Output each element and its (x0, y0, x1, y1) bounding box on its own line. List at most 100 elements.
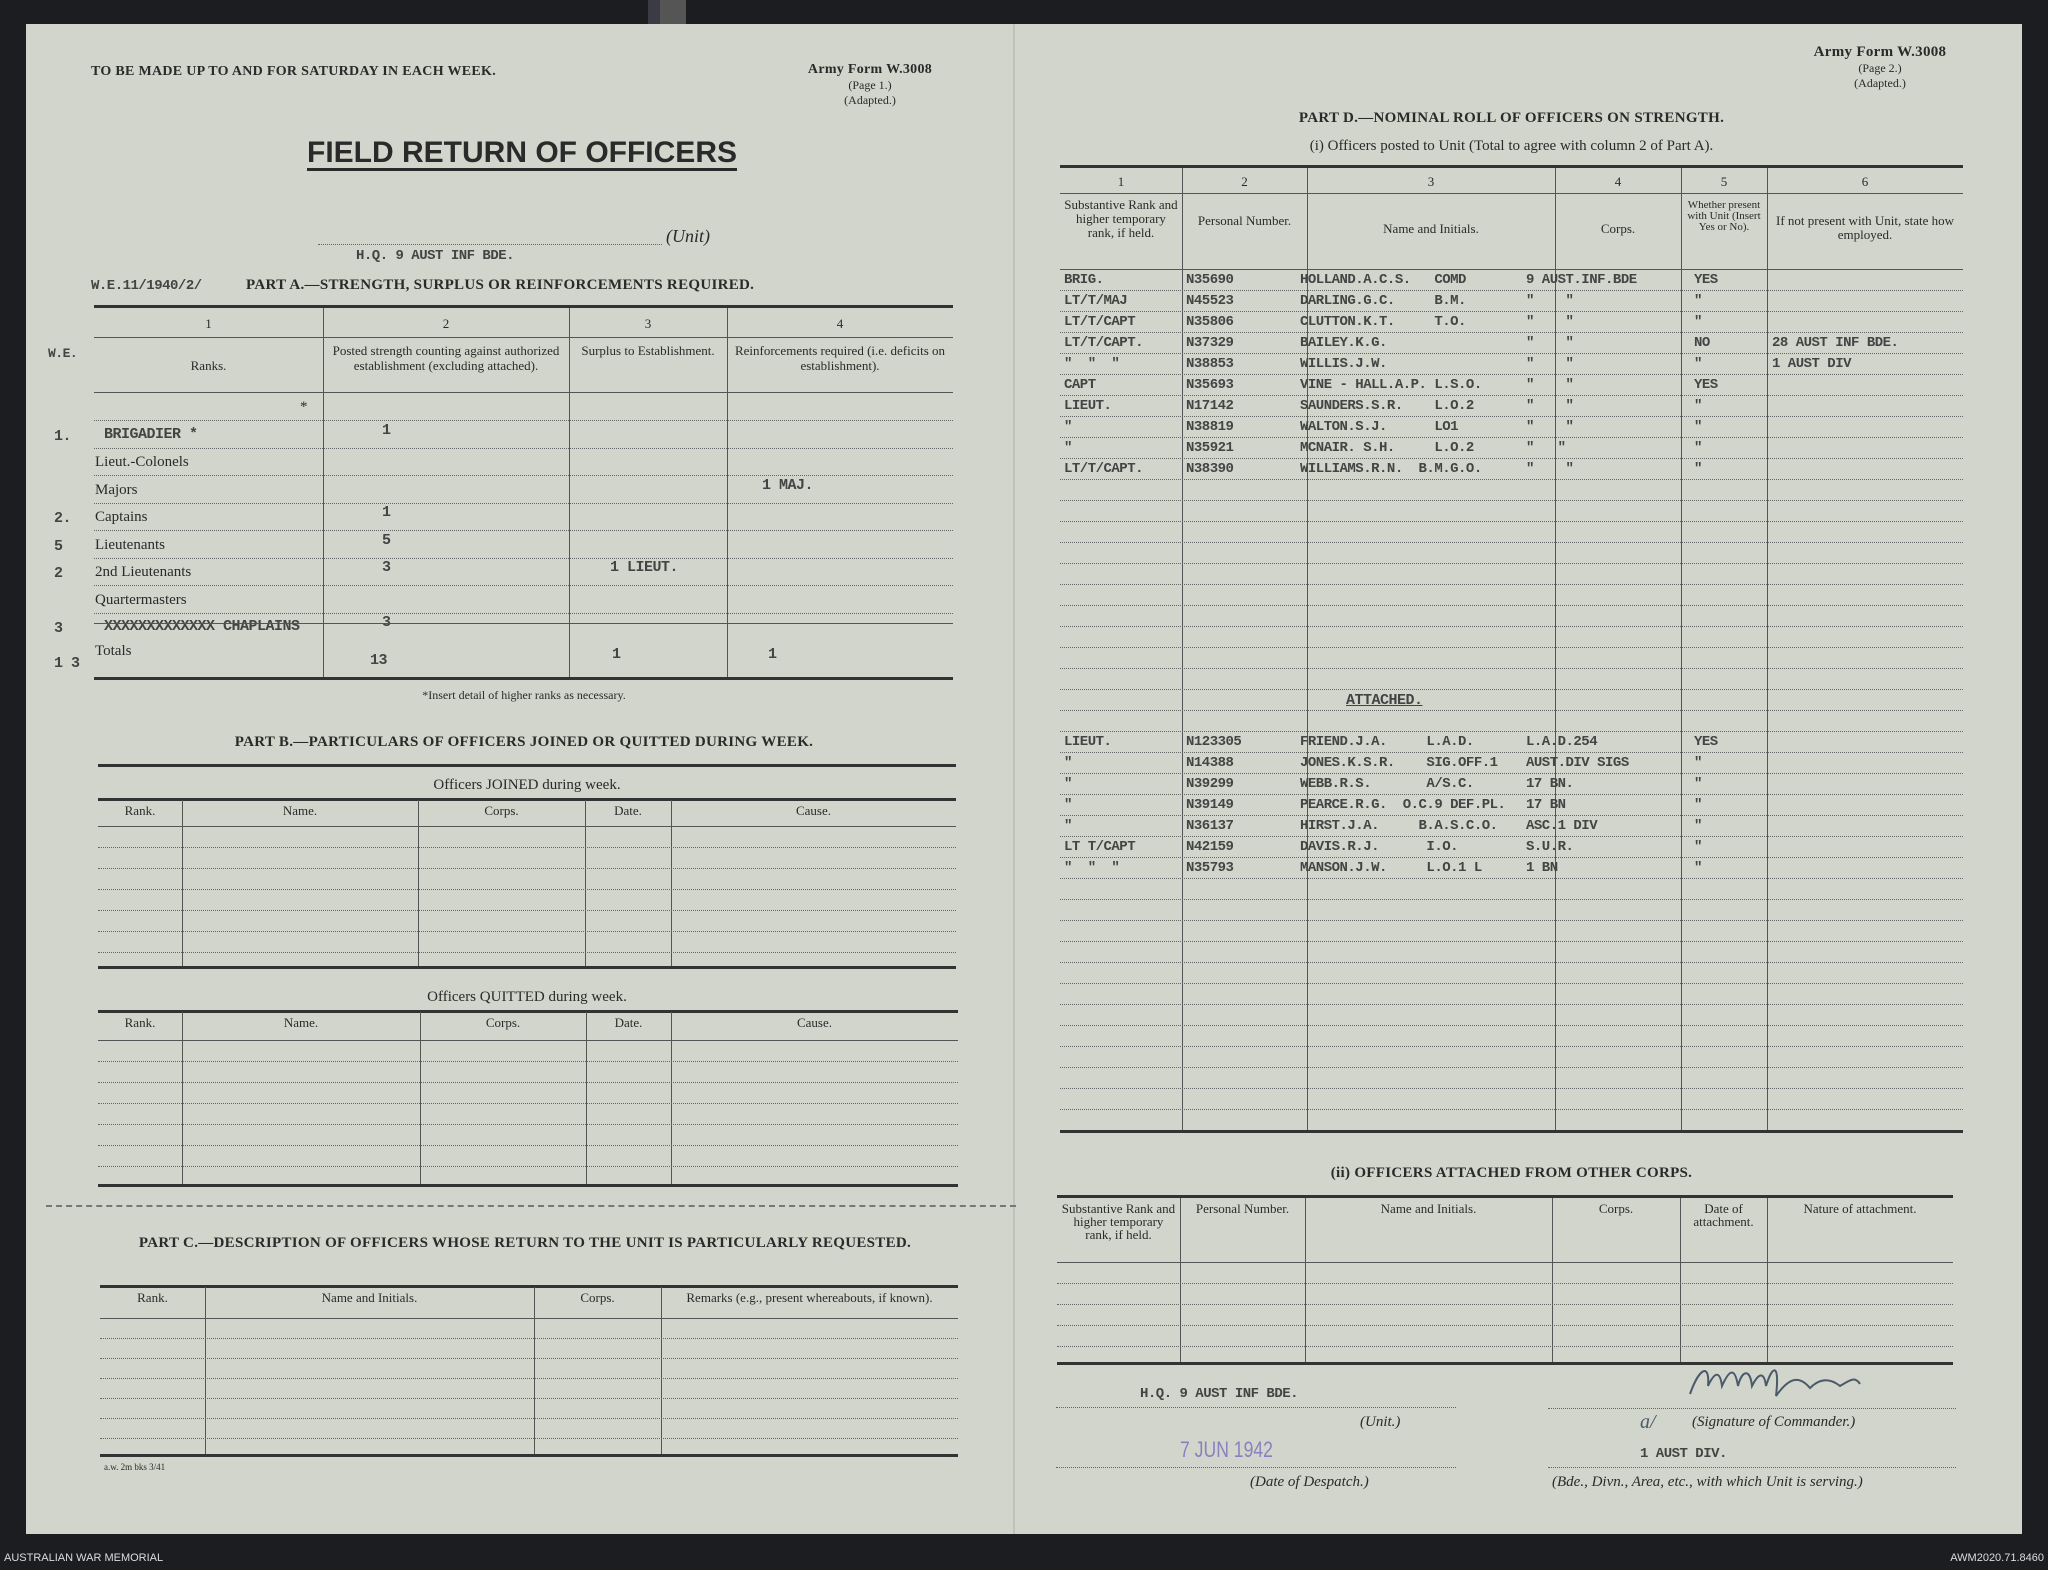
row-line (1057, 1346, 1953, 1347)
part-c-column-header: Corps. (580, 1290, 615, 1305)
part-c-column-header: Name and Initials. (321, 1290, 418, 1305)
date-line (1056, 1467, 1456, 1468)
quitted-column-header: Cause. (796, 1015, 833, 1030)
joined-column-header: Name. (282, 803, 318, 818)
row-line (1057, 1283, 1953, 1284)
posted-strength: 5 (382, 531, 391, 549)
column-divider (182, 800, 183, 966)
row-line (98, 889, 956, 890)
part-a-heading: PART A.—STRENGTH, SURPLUS OR REINFORCEME… (246, 277, 755, 293)
row-line (94, 530, 953, 531)
we-value: 1. (54, 427, 72, 445)
archive-reference: AWM2020.71.8460 (1950, 1552, 2044, 1564)
attached-label: ATTACHED. (1346, 692, 1423, 709)
cell-name: JONES.K.S.R. SIG.OFF.1 (1300, 755, 1498, 771)
cell-name: DARLING.G.C. B.M. (1300, 293, 1466, 309)
row-line (1060, 290, 1963, 291)
cell-name: MCNAIR. S.H. L.O.2 (1300, 440, 1474, 456)
row-line (1060, 668, 1963, 669)
posted-strength: 3 (382, 614, 391, 631)
rank-label: Captains (95, 509, 148, 525)
cell-present: " (1694, 356, 1702, 372)
cell-personal-number: N35693 (1186, 377, 1234, 393)
column-divider (418, 800, 419, 966)
footer-unit-stamp: H.Q. 9 AUST INF BDE. (1140, 1386, 1299, 1402)
we-value: 5 (54, 537, 63, 555)
page-title: FIELD RETURN OF OFFICERS (307, 136, 737, 169)
cell-personal-number: N123305 (1186, 734, 1242, 750)
cell-personal-number: N17142 (1186, 398, 1234, 414)
cell-corps: " " (1526, 377, 1574, 393)
quitted-column-header: Date. (614, 1015, 643, 1030)
row-line (1060, 1109, 1963, 1110)
quitted-column-header: Name. (283, 1015, 319, 1030)
cell-rank: " (1064, 776, 1072, 792)
column-number: 3 (644, 316, 652, 331)
column-divider (661, 1287, 662, 1454)
cell-present: " (1694, 398, 1702, 414)
row-line (98, 910, 956, 911)
cell-present: " (1694, 440, 1702, 456)
rule (100, 1318, 958, 1319)
column-header: Surplus to Establishment. (581, 343, 715, 358)
part-d-ii-heading: (ii) OFFICERS ATTACHED FROM OTHER CORPS. (1330, 1165, 1693, 1181)
row-line (1060, 605, 1963, 606)
quitted-column-header: Rank. (124, 1015, 156, 1030)
surplus: 1 LIEUT. (610, 559, 679, 576)
row-line (1060, 899, 1963, 900)
part-c-heading: PART C.—DESCRIPTION OF OFFICERS WHOSE RE… (138, 1235, 912, 1251)
signature-prefix: a/ (1640, 1411, 1656, 1433)
cell-present: " (1694, 755, 1702, 771)
cell-present: " (1694, 461, 1702, 477)
unit-label: (Unit) (666, 226, 710, 246)
cell-corps: 9 AUST.INF.BDE (1526, 272, 1637, 288)
cell-rank: " (1064, 440, 1072, 456)
column-header: Substantive Rank and higher temporary ra… (1064, 197, 1178, 240)
row-line (1060, 920, 1963, 921)
adapted-note: (Adapted.) (1854, 76, 1906, 90)
cell-name: SAUNDERS.S.R. L.O.2 (1300, 398, 1474, 414)
cell-rank: " (1064, 818, 1072, 834)
column-divider (323, 308, 324, 677)
cell-present: NO (1694, 335, 1710, 351)
row-line (1060, 962, 1963, 963)
page-fold (1013, 24, 1015, 1534)
cell-rank: LT/T/CAPT. (1064, 335, 1144, 351)
column-divider (1182, 168, 1183, 1130)
row-line (1060, 1067, 1963, 1068)
row-line (98, 868, 956, 869)
rule (1060, 1130, 1963, 1133)
column-header: Name and Initials. (1383, 221, 1479, 236)
rule (1060, 165, 1963, 168)
cell-corps: " " (1526, 419, 1574, 435)
column-divider (1552, 1198, 1553, 1362)
column-divider (1767, 1198, 1768, 1362)
joined-column-header: Cause. (795, 803, 832, 818)
cell-rank: LT/T/MAJ (1064, 293, 1128, 309)
column-divider (671, 1012, 672, 1184)
row-line (98, 1103, 958, 1104)
row-line (1060, 416, 1963, 417)
serving-line (1548, 1467, 1956, 1468)
row-line (1060, 311, 1963, 312)
part-d-heading: PART D.—NOMINAL ROLL OF OFFICERS ON STRE… (1298, 110, 1725, 126)
attached-from-other-corps-column-header: Date of attachment. (1693, 1201, 1754, 1229)
cell-present: " (1694, 860, 1702, 876)
rank-label: * (300, 399, 308, 415)
attached-from-other-corps-column-header: Name and Initials. (1380, 1201, 1477, 1216)
cell-present: " (1694, 839, 1702, 855)
cell-corps: 17 BN. (1526, 776, 1574, 792)
we-reference: W.E.11/1940/2/ (91, 278, 202, 294)
cell-present: " (1694, 797, 1702, 813)
column-divider (585, 800, 586, 966)
column-number: 1 (1117, 174, 1125, 189)
we-value: 2. (54, 510, 72, 527)
row-line (100, 1398, 958, 1399)
page-number: (Page 2.) (1858, 61, 1902, 75)
row-line (94, 612, 953, 614)
row-line (1060, 521, 1963, 522)
rule (1060, 193, 1963, 194)
cell-present: " (1694, 314, 1702, 330)
cell-name: FRIEND.J.A. L.A.D. (1300, 734, 1474, 750)
cell-employment: 1 AUST DIV (1772, 356, 1852, 372)
